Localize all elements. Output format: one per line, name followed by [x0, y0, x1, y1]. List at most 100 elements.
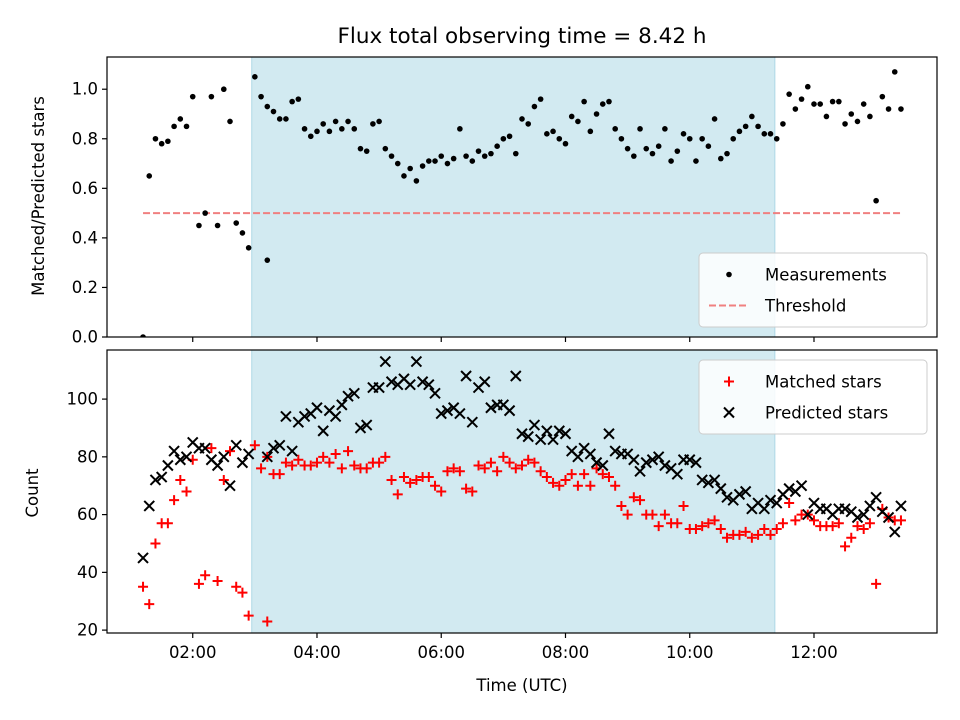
bottom-y-axis-label: Count	[23, 468, 42, 518]
data-point	[243, 610, 254, 621]
data-point	[175, 474, 186, 485]
data-point	[612, 126, 618, 132]
x-tick-label: 10:00	[666, 643, 714, 662]
data-point	[864, 500, 876, 512]
data-point	[169, 495, 180, 506]
data-point	[652, 451, 665, 463]
data-point	[864, 518, 875, 529]
data-point	[492, 466, 503, 477]
data-point	[401, 173, 407, 179]
data-point	[798, 96, 805, 102]
data-point	[566, 469, 577, 480]
data-point	[155, 471, 168, 483]
data-point	[711, 116, 718, 122]
data-point	[503, 404, 516, 417]
data-point	[193, 578, 204, 589]
data-point	[361, 463, 372, 474]
data-point	[516, 428, 528, 440]
data-point	[758, 503, 770, 515]
data-point	[517, 460, 527, 471]
data-point	[550, 128, 556, 135]
series-matched-stars	[138, 440, 906, 627]
data-point	[631, 153, 637, 159]
data-point	[512, 150, 519, 157]
data-point	[410, 355, 423, 368]
data-point	[568, 113, 575, 120]
data-point	[436, 486, 447, 497]
data-point	[662, 126, 668, 132]
data-point	[537, 96, 544, 102]
data-point	[183, 123, 190, 130]
data-point	[317, 425, 329, 437]
data-point	[283, 116, 289, 122]
data-point	[168, 445, 180, 457]
data-point	[374, 457, 385, 468]
legend-marker	[724, 376, 734, 387]
legend: Matched stars Predicted stars	[698, 359, 928, 435]
data-point	[442, 466, 453, 477]
data-point	[370, 121, 376, 127]
data-point	[784, 498, 795, 509]
chart-title: Flux total observing time = 8.42 h	[338, 24, 707, 49]
data-point	[529, 457, 540, 468]
data-point	[199, 442, 211, 454]
data-point	[386, 474, 397, 485]
data-point	[817, 101, 824, 107]
data-point	[416, 376, 429, 388]
data-point	[572, 451, 584, 463]
data-point	[895, 500, 907, 512]
data-point	[286, 445, 298, 457]
data-point	[457, 126, 463, 132]
data-point	[854, 118, 861, 125]
data-point	[295, 96, 302, 102]
data-point	[218, 474, 229, 485]
legend: Measurements Threshold	[698, 252, 928, 328]
data-point	[485, 402, 497, 414]
data-point	[329, 410, 342, 423]
data-point	[885, 106, 892, 112]
y-tick-label: 0.2	[72, 278, 98, 297]
data-point	[388, 153, 395, 159]
data-point	[245, 244, 252, 251]
data-point	[777, 518, 788, 529]
data-point	[510, 463, 521, 474]
data-point	[708, 474, 721, 486]
data-point	[697, 521, 708, 532]
data-point	[293, 454, 304, 465]
data-point	[363, 148, 370, 154]
data-point	[646, 454, 659, 466]
data-point	[610, 480, 621, 491]
data-point	[385, 376, 398, 388]
data-point	[898, 106, 904, 112]
data-point	[531, 103, 538, 110]
data-point	[870, 491, 882, 503]
data-point	[804, 83, 811, 90]
data-point	[572, 480, 583, 491]
data-point	[535, 466, 546, 477]
data-point	[460, 370, 472, 382]
data-point	[181, 486, 192, 497]
data-point	[593, 111, 600, 117]
data-point	[461, 483, 472, 494]
data-point	[715, 482, 727, 495]
data-point	[311, 402, 323, 414]
y-tick-label: 0.6	[72, 179, 98, 198]
data-point	[405, 477, 416, 488]
data-point	[510, 370, 522, 382]
data-point	[705, 143, 712, 150]
data-point	[479, 376, 491, 388]
data-point	[394, 160, 401, 167]
data-point	[165, 138, 171, 145]
series-measurements	[140, 69, 904, 337]
data-point	[637, 126, 643, 132]
data-point	[640, 456, 652, 469]
data-point	[280, 457, 291, 468]
data-point	[525, 121, 532, 127]
data-point	[225, 446, 236, 457]
data-point	[686, 135, 693, 142]
data-point	[693, 158, 699, 164]
data-point	[435, 407, 447, 420]
data-point	[575, 118, 581, 125]
data-point	[733, 488, 746, 501]
data-point	[146, 173, 153, 179]
